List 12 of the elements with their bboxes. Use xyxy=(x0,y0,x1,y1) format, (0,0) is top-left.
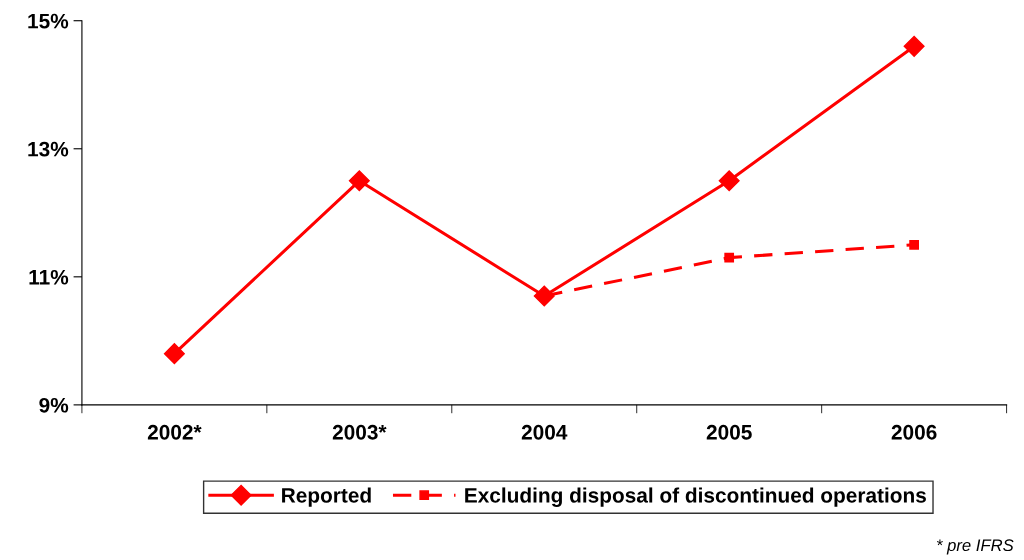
y-tick-label: 11% xyxy=(29,269,69,285)
x-tick-label: 2005 xyxy=(706,424,752,440)
y-tick-label: 13% xyxy=(28,141,69,157)
legend-label: Reported xyxy=(282,487,371,507)
text: * pre IFRS xyxy=(936,539,1014,555)
y-tick-label: 15% xyxy=(28,13,69,29)
x-tick-label: 2006 xyxy=(891,424,937,440)
x-tick-label: 2004 xyxy=(521,424,568,440)
legend-label: Excluding disposal of discontinued operations xyxy=(465,487,926,507)
x-tick-label: 2003* xyxy=(332,424,387,440)
y-tick-label: 9% xyxy=(39,397,69,413)
x-tick-label: 2002* xyxy=(147,424,202,440)
